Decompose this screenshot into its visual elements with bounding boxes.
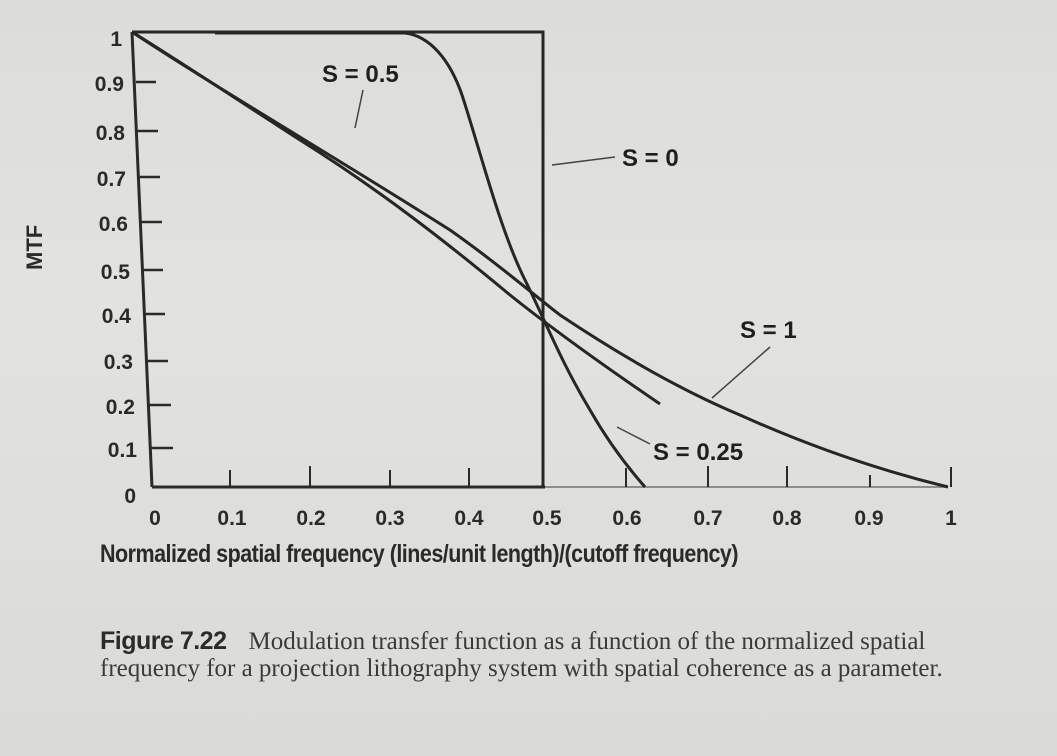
y-ticks [136, 80, 173, 450]
y-axis [130, 31, 154, 488]
svg-text:0.9: 0.9 [95, 73, 124, 96]
figure-number: Figure 7.22 [100, 627, 227, 655]
y-tick-labels: 1 0.9 0.8 0.7 0.6 0.5 0.4 0.3 0.2 0.1 0 [95, 28, 138, 508]
svg-text:0.8: 0.8 [96, 122, 126, 145]
annotation-s-0.5: S = 0.5 [322, 61, 399, 88]
caption-text: Modulation transfer function as a functi… [100, 628, 943, 682]
annotation-s-1: S = 1 [740, 317, 797, 344]
svg-text:0.6: 0.6 [99, 213, 128, 236]
svg-text:0.2: 0.2 [106, 396, 135, 419]
figure-caption: Figure 7.22 Modulation transfer function … [100, 627, 970, 683]
svg-text:0.2: 0.2 [296, 507, 325, 530]
svg-text:0.6: 0.6 [612, 507, 641, 530]
svg-text:0.8: 0.8 [772, 507, 802, 530]
svg-text:0.3: 0.3 [104, 351, 133, 374]
x-axis-label: Normalized spatial frequency (lines/unit… [100, 540, 739, 568]
x-ticks [229, 466, 952, 487]
curve-s-0.25 [215, 31, 647, 488]
curve-s-0 [132, 30, 545, 487]
annotation-s-0.25: S = 0.25 [653, 439, 743, 466]
svg-text:0.1: 0.1 [108, 439, 138, 462]
y-axis-label: MTF [22, 224, 47, 270]
svg-text:0: 0 [124, 485, 136, 508]
svg-text:1: 1 [945, 507, 957, 530]
svg-text:0.3: 0.3 [375, 507, 404, 530]
svg-text:0.9: 0.9 [854, 507, 883, 530]
svg-text:0.7: 0.7 [693, 507, 722, 530]
leader-s-0.25 [616, 426, 651, 445]
svg-text:0.7: 0.7 [97, 168, 126, 191]
leader-s-1 [711, 346, 771, 399]
curve-s-1 [131, 30, 949, 489]
svg-text:0.1: 0.1 [217, 507, 247, 530]
svg-text:0.5: 0.5 [532, 507, 562, 530]
leader-s-0.5 [354, 89, 364, 129]
leader-s-0 [551, 156, 616, 166]
svg-text:0.4: 0.4 [102, 305, 132, 328]
svg-text:0.5: 0.5 [101, 261, 131, 284]
svg-text:0: 0 [149, 507, 161, 530]
annotation-s-0: S = 0 [622, 145, 679, 172]
x-tick-labels: 0 0.1 0.2 0.3 0.4 0.5 0.6 0.7 0.8 0.9 1 [149, 507, 957, 530]
svg-text:1: 1 [110, 28, 122, 51]
svg-text:0.4: 0.4 [454, 507, 484, 530]
